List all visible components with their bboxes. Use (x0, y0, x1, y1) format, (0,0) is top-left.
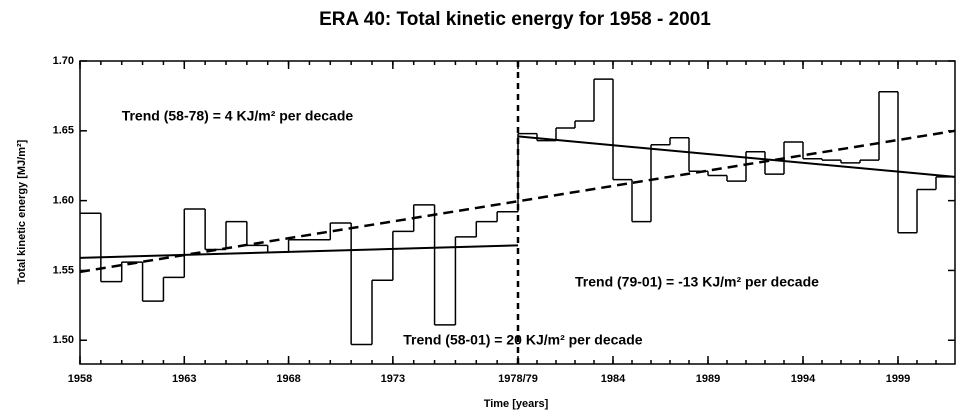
x-tick-label: 1984 (601, 373, 626, 385)
y-tick-label: 1.65 (53, 125, 74, 137)
y-axis-label: Total kinetic energy [MJ/m²] (16, 139, 28, 284)
y-tick-label: 1.50 (53, 334, 74, 346)
annotation: Trend (58-78) = 4 KJ/m² per decade (122, 108, 354, 124)
x-tick-label: 1973 (381, 373, 405, 385)
y-tick-label: 1.55 (53, 264, 74, 276)
x-tick-label: 1958 (68, 373, 92, 385)
x-tick-label: 1989 (696, 373, 720, 385)
x-tick-label: 1978/79 (498, 373, 538, 385)
x-tick-label: 1994 (791, 373, 816, 385)
x-axis-label: Time [years] (484, 398, 549, 410)
x-tick-label: 1999 (886, 373, 910, 385)
trend-line (517, 135, 956, 178)
annotation: Trend (58-01) = 20 KJ/m² per decade (403, 332, 642, 348)
y-tick-label: 1.70 (53, 55, 74, 67)
x-tick-label: 1968 (276, 373, 300, 385)
x-tick-label: 1963 (172, 373, 196, 385)
y-tick-label: 1.60 (53, 195, 74, 207)
trend-line (79, 129, 956, 274)
chart-title: ERA 40: Total kinetic energy for 1958 - … (319, 9, 711, 30)
trend-line (79, 244, 519, 259)
annotation: Trend (79-01) = -13 KJ/m² per decade (575, 274, 819, 290)
